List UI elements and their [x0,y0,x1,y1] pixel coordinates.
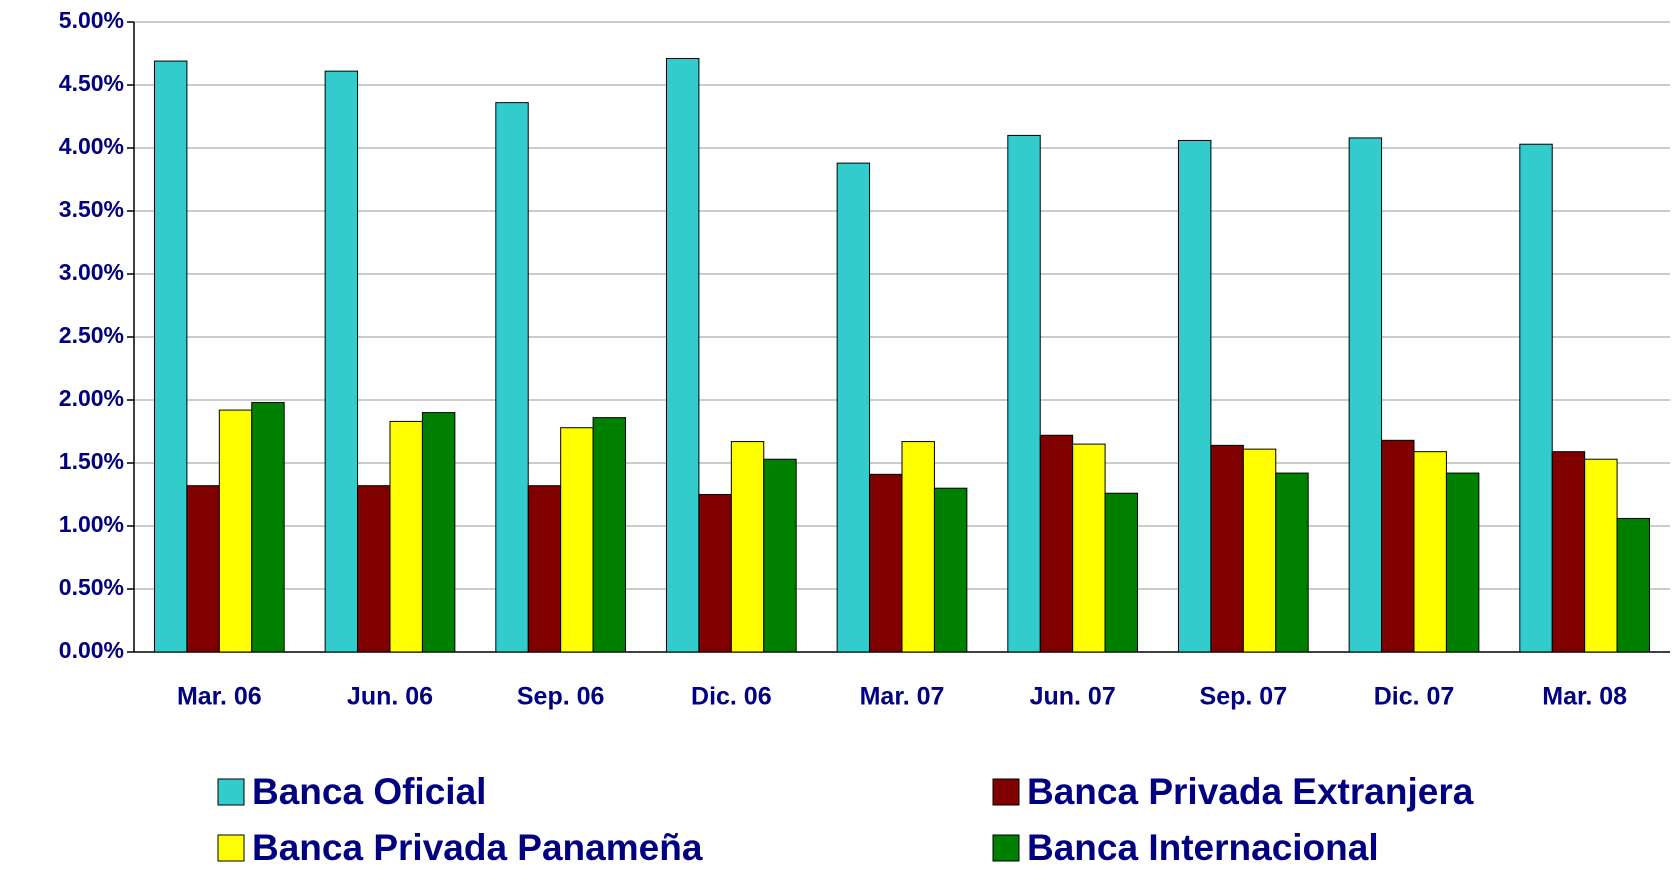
bar [1551,451,1586,653]
bar [421,412,456,653]
x-tick-label: Jun. 06 [347,683,433,711]
y-tick-label: 0.00% [59,637,124,663]
bar [1616,517,1651,653]
x-tick-label: Dic. 06 [691,683,772,711]
x-tick-label: Sep. 06 [517,683,605,711]
bar [1072,443,1106,653]
bar [1007,134,1041,653]
bar [251,402,285,653]
y-tick-label: 0.50% [59,574,124,600]
y-tick-label: 4.50% [59,70,124,96]
bar [1039,434,1074,653]
legend-swatch [217,778,245,806]
bar [592,417,627,653]
y-tick-label: 4.00% [59,133,124,159]
x-tick-label: Jun. 07 [1030,683,1116,711]
x-tick-label: Mar. 06 [177,683,262,711]
bar [1210,444,1244,653]
legend-swatch [217,834,245,862]
x-tick-label: Dic. 07 [1374,683,1455,711]
bar [730,441,765,653]
y-tick-label: 3.00% [59,259,124,285]
bar [153,60,188,653]
legend-swatch [992,834,1020,862]
bar [324,70,359,653]
legend-swatch [992,778,1020,806]
bar [527,485,562,653]
bar [389,420,423,653]
x-tick-label: Sep. 07 [1200,683,1288,711]
bar [495,102,529,653]
y-tick-label: 5.00% [59,7,124,33]
bar [901,441,935,653]
bar [560,427,594,653]
bar [186,485,220,653]
bar [869,473,903,653]
y-tick-label: 2.00% [59,385,124,411]
bar [1519,143,1553,653]
bar [1275,472,1309,653]
bar [1104,492,1139,653]
bar [836,162,871,653]
bar [1381,439,1415,653]
bar [1177,139,1212,653]
y-tick-label: 3.50% [59,196,124,222]
x-tick-label: Mar. 08 [1542,683,1627,711]
y-tick-label: 2.50% [59,322,124,348]
legend-label: Banca Internacional [1027,827,1379,868]
bar [933,487,968,653]
bar [1242,448,1277,653]
legend-label: Banca Privada Extranjera [1027,771,1474,812]
y-tick-label: 1.50% [59,448,124,474]
legend-label: Banca Oficial [252,771,486,812]
bar [698,494,732,653]
bar [665,58,700,653]
legend-label: Banca Privada Panameña [252,827,703,868]
y-tick-label: 1.00% [59,511,124,537]
bar [1413,451,1447,653]
bar [763,458,797,653]
bar [1348,137,1383,653]
bar [1584,458,1618,653]
bar [357,485,391,653]
x-tick-label: Mar. 07 [860,683,945,711]
bar [218,409,253,653]
bar [1445,472,1480,653]
